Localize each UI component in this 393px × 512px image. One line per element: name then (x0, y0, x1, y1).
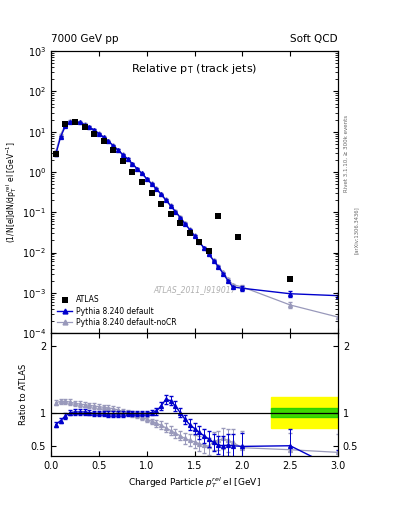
X-axis label: Charged Particle $p_{T}^{rel}$ el [GeV]: Charged Particle $p_{T}^{rel}$ el [GeV] (128, 475, 261, 489)
Text: ATLAS_2011_I919017: ATLAS_2011_I919017 (153, 285, 236, 294)
Text: Soft QCD: Soft QCD (290, 33, 338, 44)
Text: Relative p$_\mathrm{T}$ (track jets): Relative p$_\mathrm{T}$ (track jets) (131, 62, 258, 76)
Text: 7000 GeV pp: 7000 GeV pp (51, 33, 119, 44)
Y-axis label: (1/N[el]dN/dp$_\mathrm{T}^\mathrm{rel}$ el [GeV$^{-1}$]: (1/N[el]dN/dp$_\mathrm{T}^\mathrm{rel}$ … (4, 141, 19, 243)
Bar (272, 397, 338, 428)
Legend: ATLAS, Pythia 8.240 default, Pythia 8.240 default-noCR: ATLAS, Pythia 8.240 default, Pythia 8.24… (55, 293, 179, 329)
Y-axis label: Ratio to ATLAS: Ratio to ATLAS (19, 364, 28, 425)
Text: [arXiv:1306.3436]: [arXiv:1306.3436] (354, 206, 359, 254)
Bar (272, 408, 338, 417)
Text: Rivet 3.1.10, ≥ 300k events: Rivet 3.1.10, ≥ 300k events (344, 115, 349, 192)
